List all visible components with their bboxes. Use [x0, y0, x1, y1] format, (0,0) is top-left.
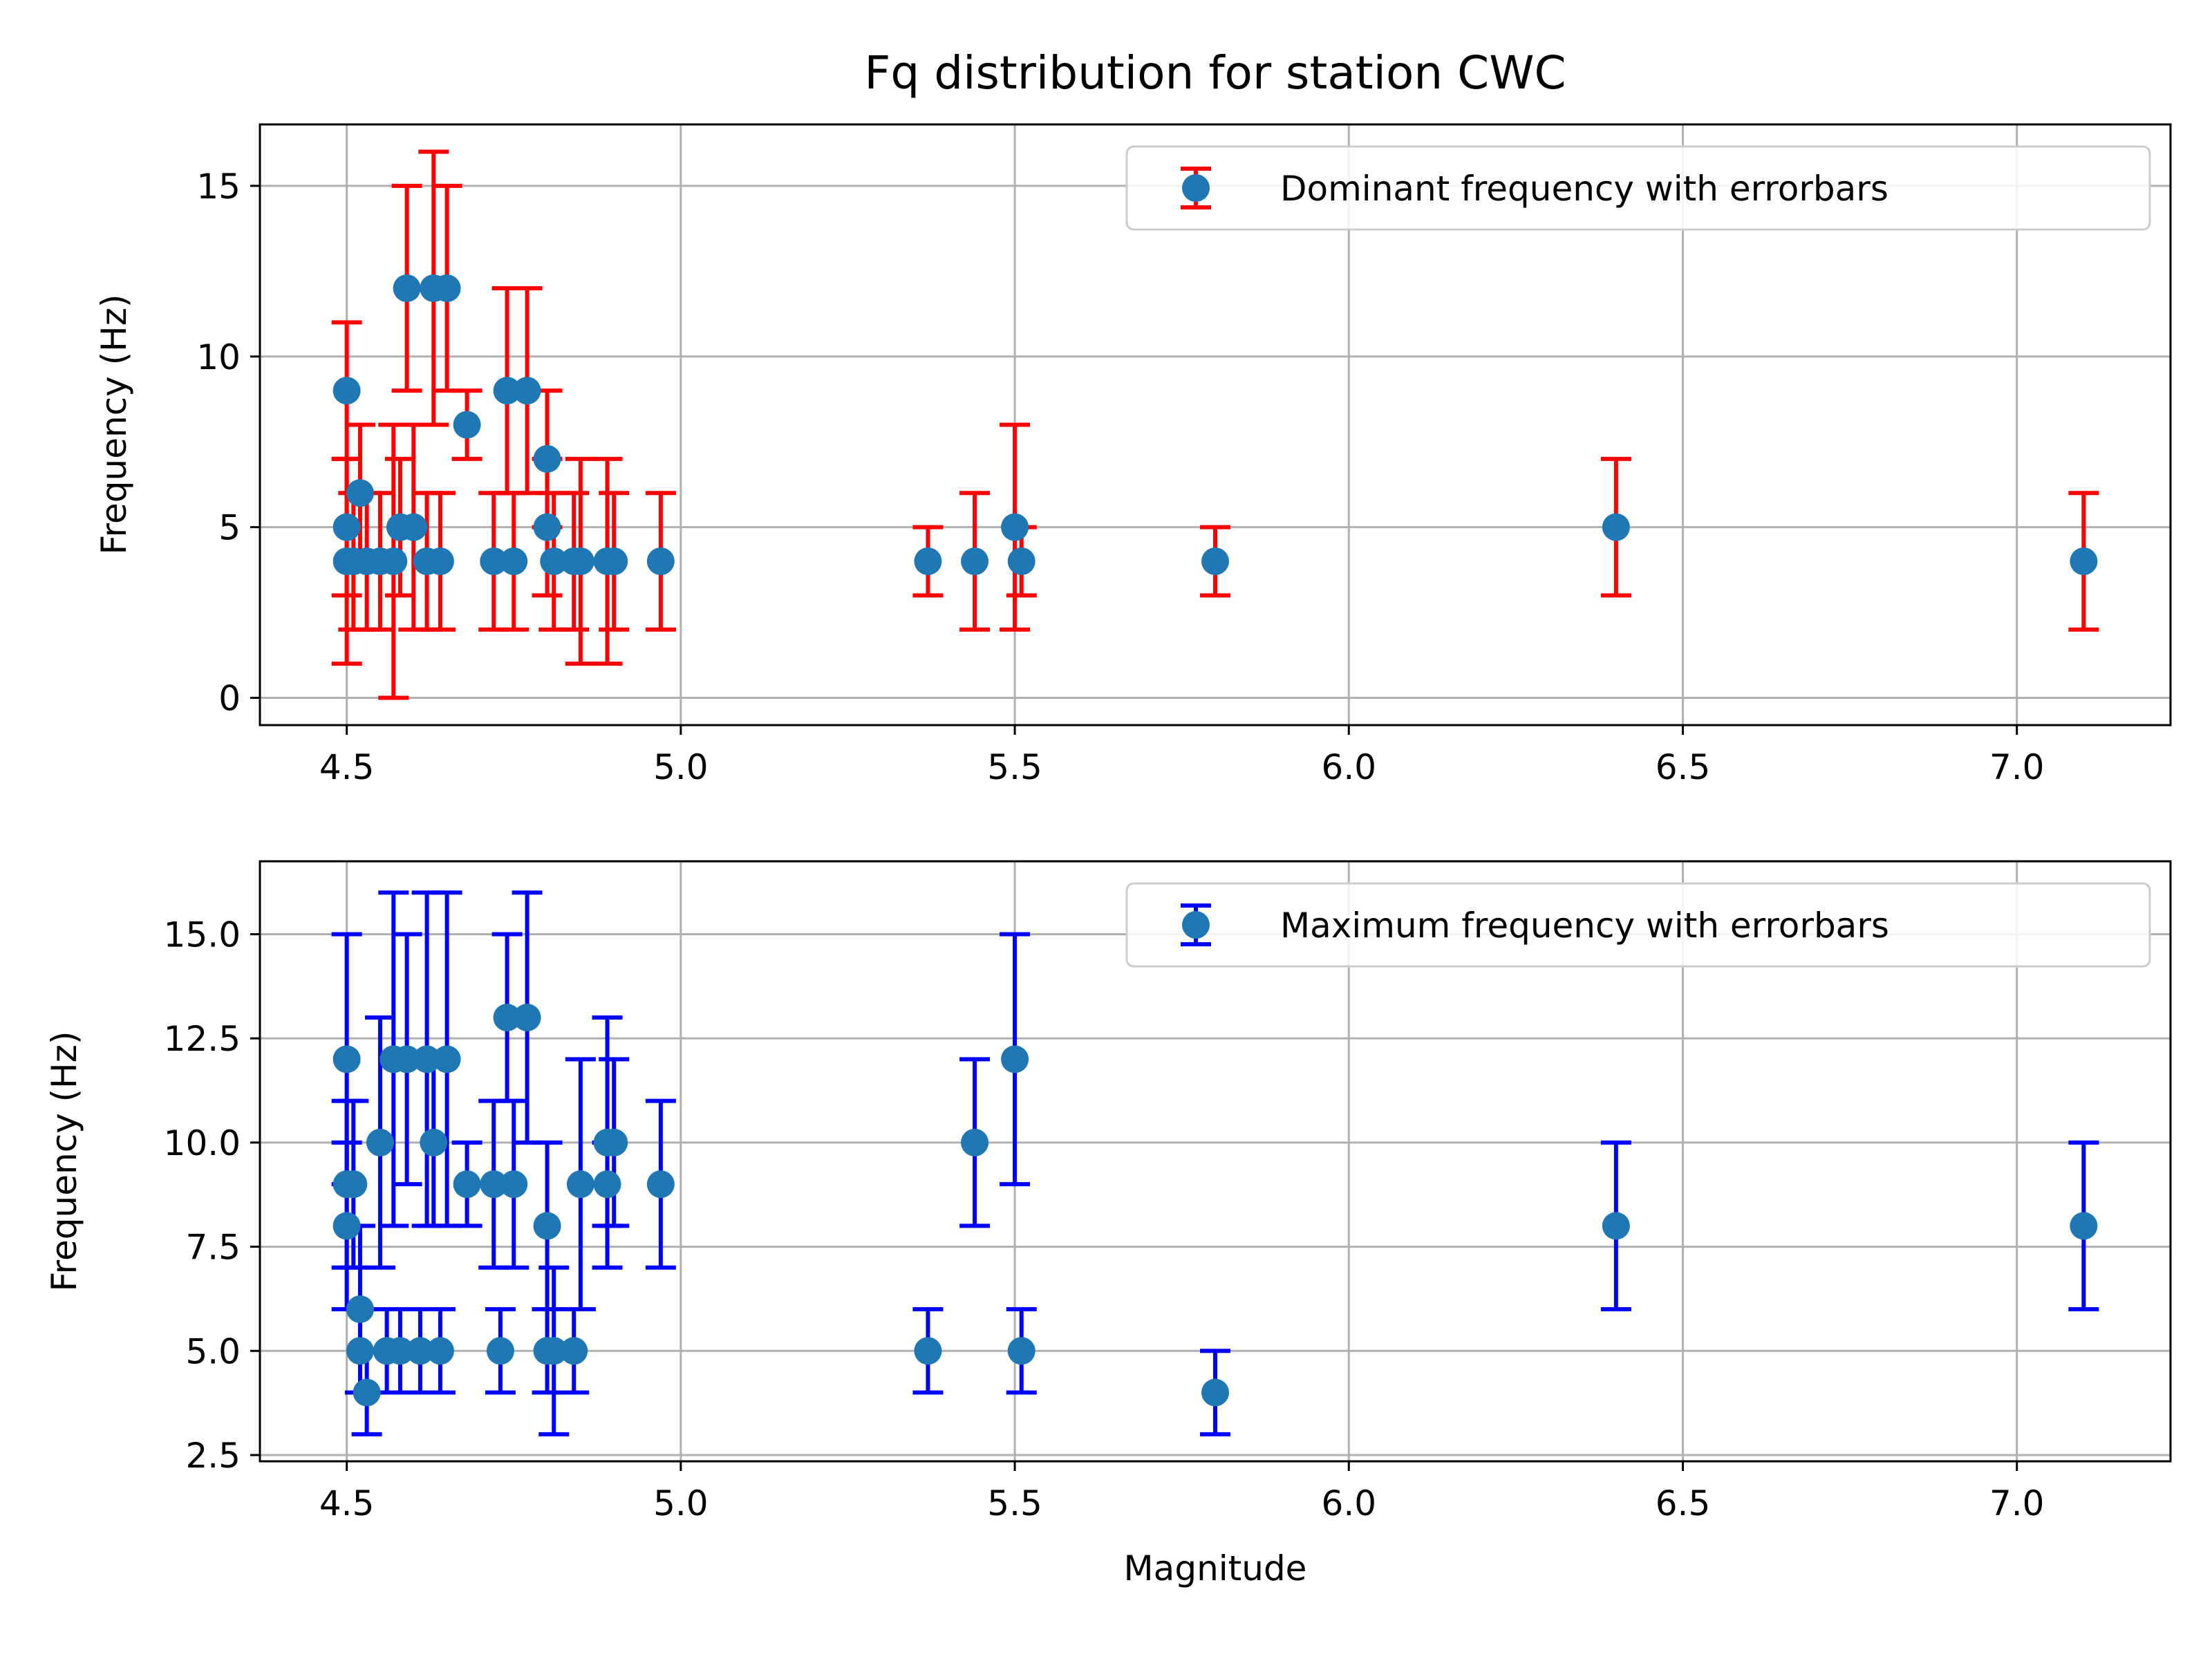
x-tick-label: 5.5 — [987, 1483, 1042, 1524]
data-point — [332, 377, 361, 405]
data-point — [346, 1337, 374, 1365]
data-point — [486, 1337, 514, 1365]
data-point — [366, 1128, 394, 1156]
data-point — [1001, 513, 1029, 541]
data-point — [961, 547, 989, 575]
x-tick-label: 6.5 — [1656, 747, 1711, 787]
data-point — [646, 547, 675, 575]
data-point — [379, 547, 408, 575]
data-point — [566, 547, 594, 575]
axes-frame — [259, 123, 2172, 727]
legend-label: Maximum frequency with errorbars — [1280, 906, 1889, 946]
y-tick-label: 15.0 — [164, 915, 241, 955]
y-axis-label: Frequency (Hz) — [44, 1031, 84, 1291]
data-point — [1602, 1212, 1630, 1240]
data-point — [386, 1337, 414, 1365]
data-point — [413, 1045, 441, 1074]
data-point — [533, 513, 561, 541]
data-point — [339, 1170, 368, 1199]
data-point — [480, 1170, 508, 1199]
data-point — [453, 411, 481, 439]
data-point — [406, 1337, 434, 1365]
x-tick-label: 6.0 — [1322, 747, 1377, 787]
legend-label: Dominant frequency with errorbars — [1280, 169, 1888, 209]
data-point — [593, 1170, 621, 1199]
data-point — [1007, 547, 1035, 575]
data-point — [332, 1212, 361, 1240]
legend-box — [1125, 145, 2151, 231]
data-point — [600, 547, 628, 575]
y-tick-label: 15 — [196, 167, 241, 207]
data-point — [1201, 1378, 1229, 1407]
data-point — [533, 1212, 561, 1240]
data-point — [420, 1128, 448, 1156]
data-point — [540, 1337, 568, 1365]
data-point — [480, 547, 508, 575]
data-point — [493, 377, 521, 405]
data-point — [426, 1337, 454, 1365]
data-point — [646, 1170, 675, 1199]
y-tick-label: 5.0 — [185, 1331, 241, 1371]
data-point — [500, 1170, 528, 1199]
x-tick-label: 6.0 — [1322, 1483, 1377, 1524]
data-point — [1007, 1337, 1035, 1365]
data-point — [600, 1128, 628, 1156]
data-point — [453, 1170, 481, 1199]
y-tick-label: 2.5 — [185, 1436, 241, 1476]
data-point — [961, 1128, 989, 1156]
dominant-frequency-panel: 4.5 5.0 5.5 6.0 6.5 7.0 0 5 10 15 Frequency (Hz) Do… — [94, 123, 2172, 787]
data-point — [393, 1045, 421, 1074]
data-point — [400, 513, 428, 541]
data-point — [332, 1045, 361, 1074]
data-point — [426, 547, 454, 575]
y-tick-label: 7.5 — [185, 1228, 241, 1268]
maximum-frequency-panel: 4.5 5.0 5.5 6.0 6.5 7.0 2.5 5.0 7.5 10.0 12.5 15.0 F… — [44, 860, 2172, 1588]
data-point — [433, 274, 461, 302]
data-point — [513, 1004, 541, 1032]
data-point — [433, 1045, 461, 1074]
data-point — [533, 444, 561, 473]
x-tick-label: 7.0 — [1989, 747, 2045, 787]
x-tick-label: 5.5 — [987, 747, 1042, 787]
x-tick-label: 5.0 — [653, 747, 709, 787]
data-point — [540, 547, 568, 575]
data-point — [393, 274, 421, 302]
y-axis-label: Frequency (Hz) — [94, 294, 134, 554]
data-point — [914, 1337, 942, 1365]
legend-box — [1125, 882, 2151, 968]
data-point — [1001, 1045, 1029, 1074]
data-point — [2070, 1212, 2098, 1240]
x-axis-label: Magnitude — [1124, 1548, 1307, 1588]
data-point — [332, 513, 361, 541]
data-point — [2070, 547, 2098, 575]
data-point — [346, 479, 374, 507]
y-tick-label: 10.0 — [164, 1123, 241, 1163]
legend: Dominant frequency with errorbars — [1125, 145, 2151, 231]
data-point — [346, 1295, 374, 1323]
y-tick-label: 0 — [218, 679, 241, 719]
legend-marker-icon — [1182, 174, 1210, 202]
legend-marker-icon — [1182, 911, 1210, 939]
data-point — [513, 377, 541, 405]
figure-title: Fq distribution for station CWC — [864, 46, 1566, 100]
x-tick-label: 5.0 — [653, 1483, 709, 1524]
x-tick-label: 4.5 — [319, 1483, 375, 1524]
data-point — [500, 547, 528, 575]
x-tick-label: 6.5 — [1656, 1483, 1711, 1524]
legend: Maximum frequency with errorbars — [1125, 882, 2151, 968]
data-point — [353, 1378, 381, 1407]
data-point — [1602, 513, 1630, 541]
data-point — [560, 1337, 588, 1365]
y-tick-label: 10 — [196, 337, 241, 377]
y-tick-label: 12.5 — [164, 1019, 241, 1059]
x-tick-label: 7.0 — [1989, 1483, 2045, 1524]
data-point — [493, 1004, 521, 1032]
y-tick-label: 5 — [218, 508, 241, 548]
x-tick-label: 4.5 — [319, 747, 375, 787]
data-point — [1201, 547, 1229, 575]
data-point — [566, 1170, 594, 1199]
data-point — [914, 547, 942, 575]
axes-frame — [259, 860, 2172, 1463]
